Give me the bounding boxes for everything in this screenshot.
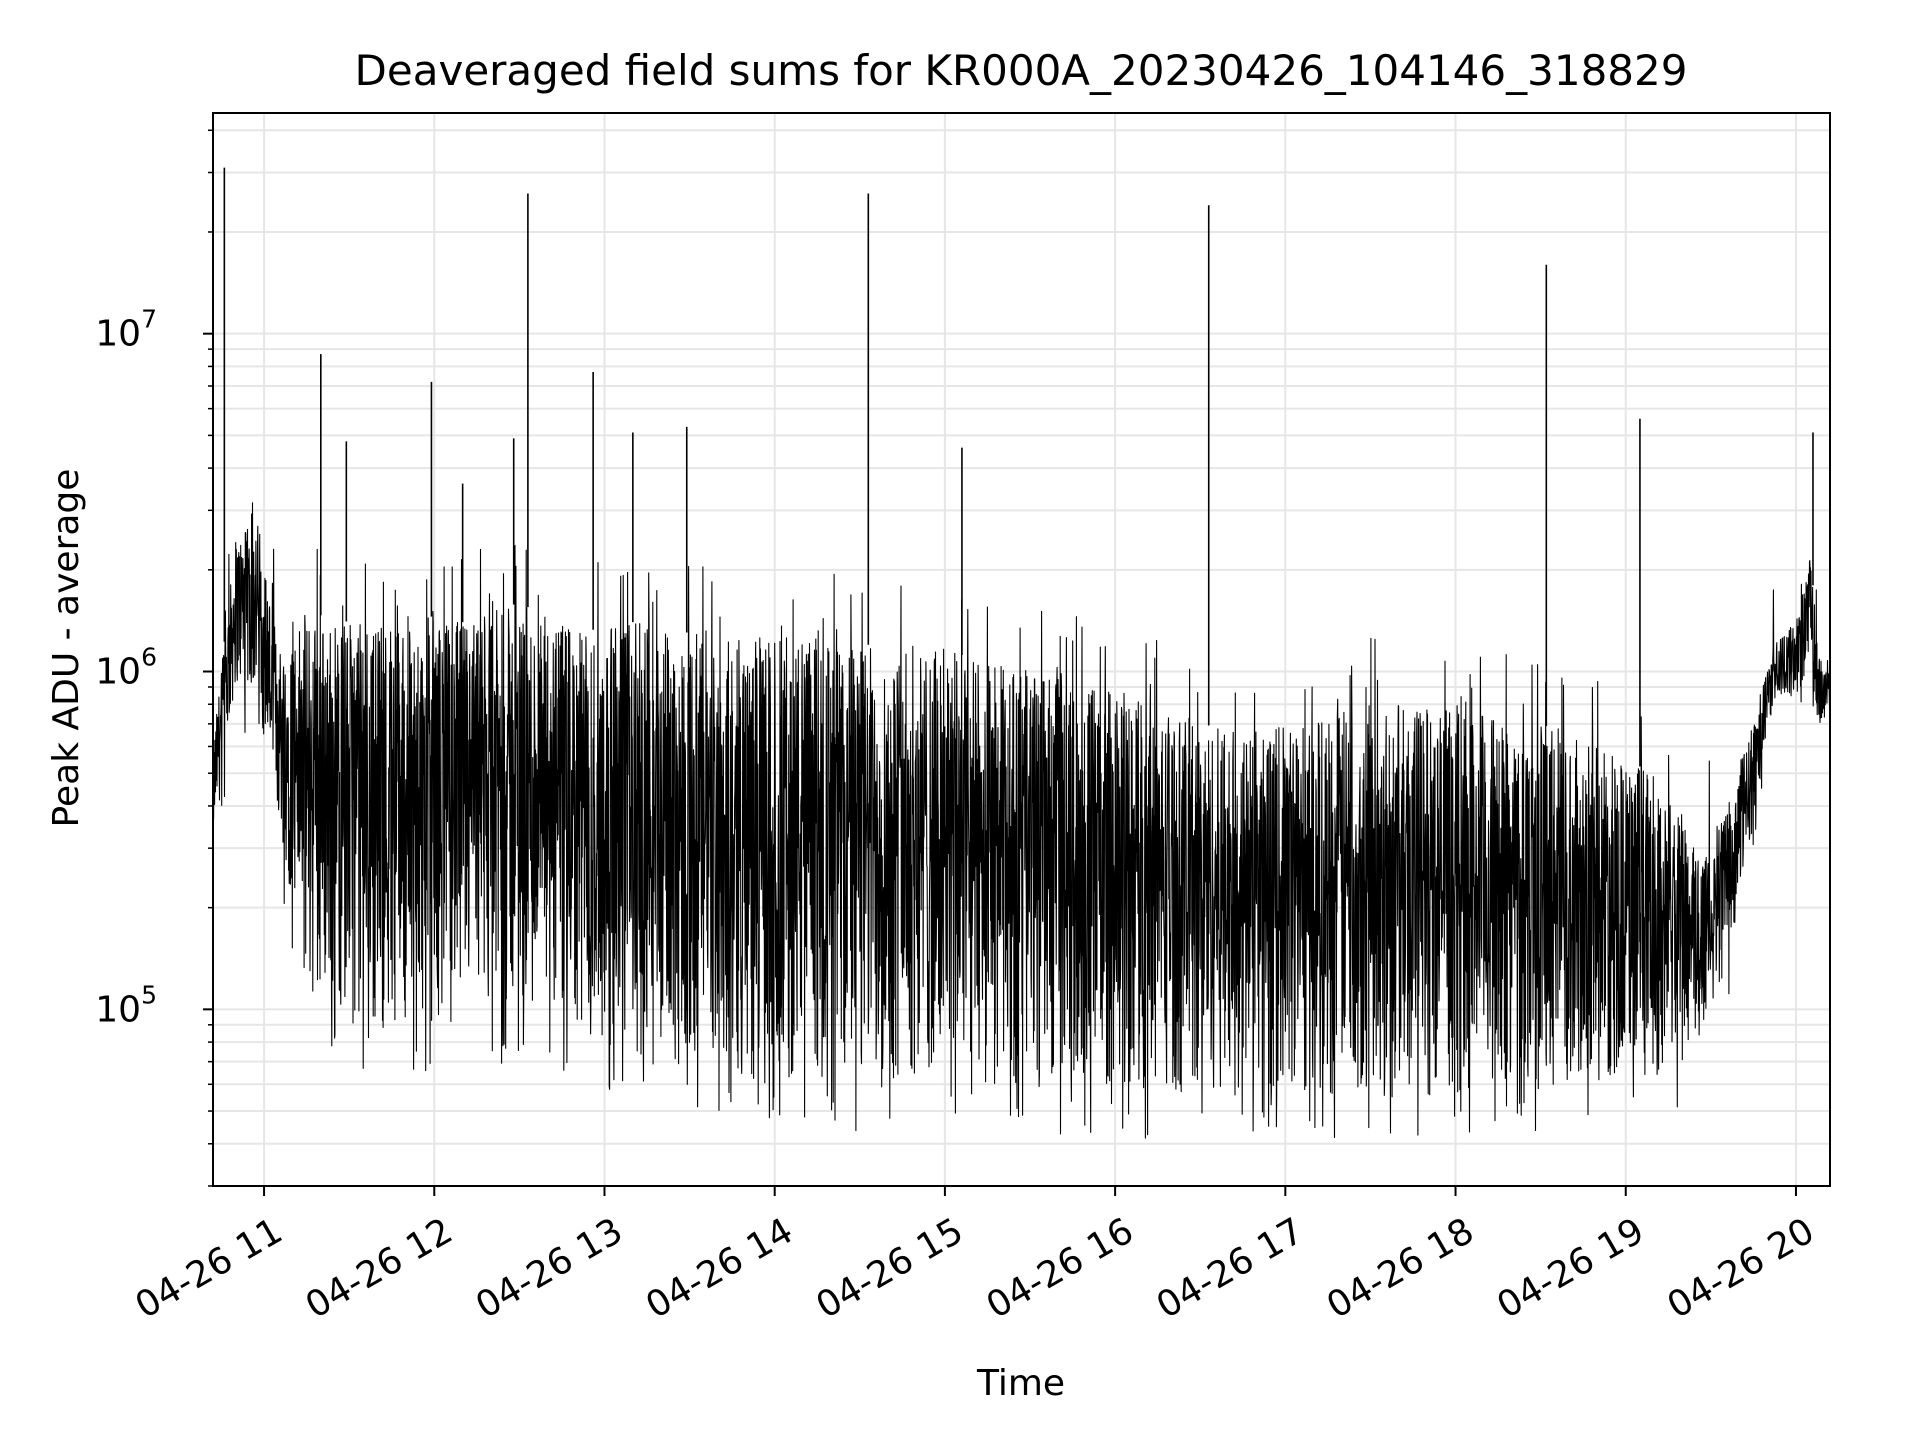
y-tick-exponent: 6 [141, 643, 157, 672]
y-tick-base: 10 [95, 989, 141, 1030]
y-tick-base: 10 [95, 314, 141, 355]
y-tick-exponent: 5 [141, 980, 157, 1009]
y-tick-label: 105 [95, 980, 157, 1030]
plot-frame [212, 112, 1831, 1187]
y-tick-exponent: 7 [141, 305, 157, 334]
y-tick-base: 10 [95, 652, 141, 693]
x-axis-label: Time [976, 1363, 1065, 1404]
series-data [213, 167, 1830, 1139]
chart-title: Deaveraged field sums for KR000A_2023042… [355, 46, 1688, 95]
y-axis-label: Peak ADU - average [46, 469, 87, 828]
y-tick-label: 106 [95, 643, 157, 693]
y-tick-label: 107 [95, 305, 157, 355]
series-line [213, 502, 1830, 1139]
